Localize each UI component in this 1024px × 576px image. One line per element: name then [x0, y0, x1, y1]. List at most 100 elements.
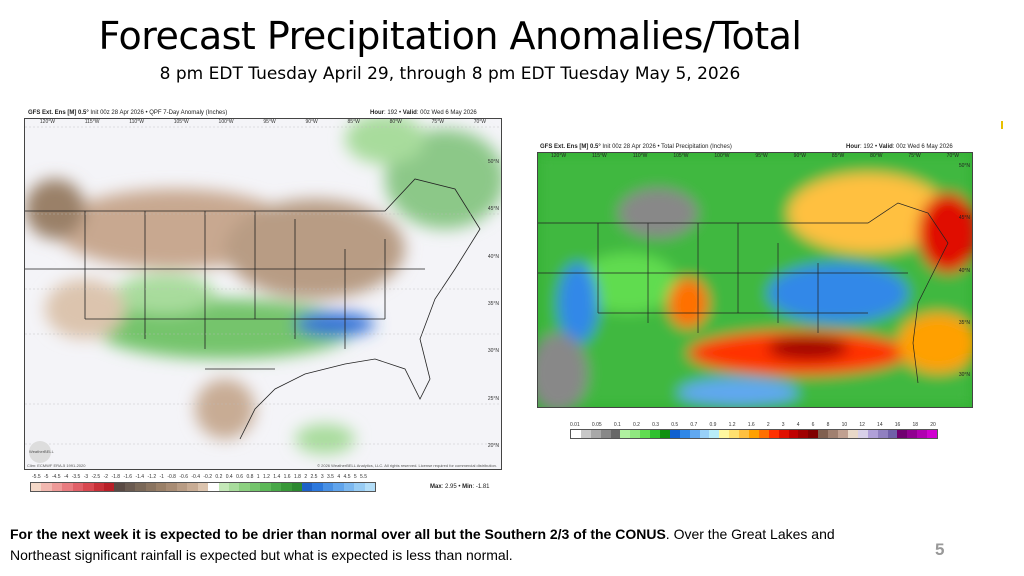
lon-label: 90°W [793, 153, 806, 159]
scale-swatch [72, 483, 84, 491]
scale-label: -1 [159, 474, 164, 480]
scale-label: 2 [304, 474, 308, 480]
scale-swatch [218, 483, 230, 491]
scale-label: 0.6 [236, 474, 244, 480]
scale-label: 1.8 [293, 474, 301, 480]
latitude-labels: 50°N 45°N 40°N 35°N 30°N [959, 163, 970, 378]
scale-swatch [166, 483, 177, 491]
scale-swatch [877, 430, 888, 438]
scale-swatch [103, 483, 115, 491]
scale-swatch [62, 483, 73, 491]
anomaly-map-graphic [25, 119, 501, 454]
scale-swatch [679, 430, 690, 438]
total-scale-labels: 0.01 0.05 0.1 0.2 0.3 0.5 0.7 0.9 1.2 1.6 2 3 4 6 8 10 1… [570, 422, 936, 428]
scale-label: -1.4 [135, 474, 145, 480]
max-value: 2.95 [445, 484, 457, 490]
copyright-note: © 2026 WeatherBELL Analytics, LLC. All r… [317, 463, 497, 468]
scale-swatch [571, 430, 581, 438]
valid-label: Valid [402, 110, 417, 116]
total-color-scale [570, 429, 938, 439]
hour-label: Hour [846, 144, 860, 150]
scale-label: 5 [353, 474, 357, 480]
model-name: GFS Ext. Ens [M] 0.5° [540, 144, 601, 150]
scale-label: 0.4 [225, 474, 233, 480]
scale-label: -1.2 [147, 474, 157, 480]
left-map-valid: Hour: 192 • Valid: 00z Wed 6 May 2026 [370, 110, 477, 116]
slide-title: Forecast Precipitation Anomalies/Total [98, 14, 802, 58]
scale-swatch [270, 483, 282, 491]
scale-swatch [197, 483, 209, 491]
valid-label: Valid [878, 144, 893, 150]
lat-label: 30°N [487, 348, 499, 355]
right-total-map: 120°W 115°W 110°W 105°W 100°W 95°W 90°W 85°W 80°… [537, 152, 973, 408]
lat-label: 35°N [487, 300, 499, 307]
scale-swatch [857, 430, 868, 438]
scale-swatch [778, 430, 789, 438]
scale-label: 5.5 [360, 474, 367, 480]
scale-label: -5.5 [32, 474, 41, 480]
scale-swatch [291, 483, 302, 491]
scale-swatch [600, 430, 611, 438]
scale-label: 1.2 [728, 422, 736, 428]
max-label: Max [430, 484, 442, 490]
scale-label: 16 [894, 422, 901, 428]
scale-label: 0.8 [246, 474, 254, 480]
scale-swatch [768, 430, 779, 438]
lat-label: 20°N [487, 442, 499, 449]
scale-swatch [709, 430, 720, 438]
scale-label: 4 [337, 474, 341, 480]
lon-label: 85°W [347, 119, 360, 125]
scale-swatch [135, 483, 146, 491]
scale-label: 0.5 [671, 422, 679, 428]
scale-swatch [610, 430, 621, 438]
right-map-valid: Hour: 192 • Valid: 00z Wed 6 May 2026 [846, 144, 953, 150]
scale-swatch [917, 430, 928, 438]
scale-swatch [818, 430, 829, 438]
scale-swatch [187, 483, 198, 491]
hour-label: Hour [370, 110, 384, 116]
scale-label: 0.9 [709, 422, 717, 428]
scale-label: 1.6 [747, 422, 755, 428]
scale-swatch [333, 483, 344, 491]
scale-label: 6 [811, 422, 815, 428]
scale-swatch [41, 483, 52, 491]
valid-value: 00z Wed 6 May 2026 [420, 110, 477, 116]
lat-label: 45°N [487, 206, 499, 213]
scale-swatch [897, 430, 908, 438]
hour-value: 192 [387, 110, 398, 116]
scale-swatch [907, 430, 918, 438]
scale-swatch [281, 483, 292, 491]
scale-label: -5 [44, 474, 49, 480]
scale-label: -1.6 [123, 474, 133, 480]
lon-label: 75°W [431, 119, 444, 125]
scale-swatch [719, 430, 730, 438]
lon-label: 105°W [173, 119, 189, 125]
scale-label: 1.2 [262, 474, 270, 480]
lon-label: 90°W [305, 119, 318, 125]
left-anomaly-map: 120°W 115°W 110°W 105°W 100°W 95°W 90°W 85°W 80°… [24, 118, 502, 470]
scale-swatch [354, 483, 365, 491]
init-info: Init 00z 28 Apr 2026 • QPF 7-Day Anomaly… [90, 110, 228, 116]
scale-swatch [312, 483, 323, 491]
scale-label: 0.3 [652, 422, 660, 428]
scale-swatch [887, 430, 898, 438]
scale-label: 8 [826, 422, 830, 428]
scale-swatch [828, 430, 839, 438]
lon-label: 115°W [84, 119, 100, 125]
lat-label: 45°N [958, 215, 970, 222]
lat-label: 50°N [487, 159, 499, 165]
cursor-mark [1001, 121, 1003, 129]
scale-label: -3.5 [71, 474, 81, 480]
lon-label: 70°W [473, 119, 486, 125]
scale-label: 12 [859, 422, 865, 428]
anomaly-scale-labels: -5.5 -5 -4.5 -4 -3.5 -3 -2.5 -2 -1.8 -1.6 -1.4 -1.2… [32, 474, 367, 480]
caption-text: . Over the Great Lakes and Northeast sig… [10, 526, 835, 563]
scale-label: 10 [841, 422, 848, 428]
scale-swatch [249, 483, 261, 491]
lon-label: 80°W [870, 153, 883, 159]
init-info: Init 00z 28 Apr 2026 • Total Precipitati… [602, 144, 732, 150]
scale-label: 3 [781, 422, 785, 428]
longitude-labels: 120°W 115°W 110°W 105°W 100°W 95°W 90°W 85°W 80°… [25, 119, 501, 125]
caption-bold: For the next week it is expected to be d… [10, 526, 666, 542]
scale-swatch [93, 483, 104, 491]
